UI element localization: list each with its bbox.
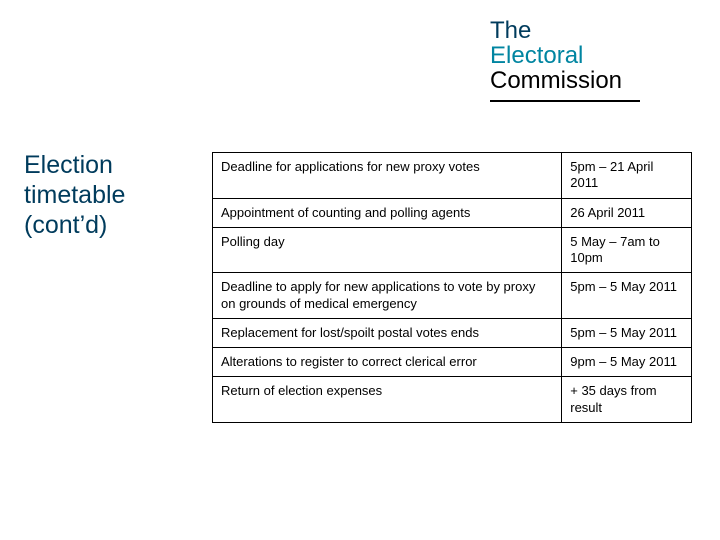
table-cell-event: Deadline to apply for new applications t… — [213, 273, 562, 319]
table-row: Appointment of counting and polling agen… — [213, 198, 692, 227]
table-cell-event: Deadline for applications for new proxy … — [213, 153, 562, 199]
table-row: Polling day 5 May – 7am to 10pm — [213, 227, 692, 273]
logo-line-commission: Commission — [490, 68, 640, 93]
logo: The Electoral Commission — [490, 18, 640, 102]
table-cell-date: 9pm – 5 May 2011 — [562, 348, 692, 377]
table-cell-date: 5pm – 5 May 2011 — [562, 318, 692, 347]
logo-line-the: The — [490, 18, 640, 43]
logo-line-electoral: Electoral — [490, 43, 640, 68]
table-cell-event: Polling day — [213, 227, 562, 273]
table-row: Replacement for lost/spoilt postal votes… — [213, 318, 692, 347]
table-row: Deadline to apply for new applications t… — [213, 273, 692, 319]
table-cell-event: Appointment of counting and polling agen… — [213, 198, 562, 227]
table-row: Alterations to register to correct cleri… — [213, 348, 692, 377]
logo-underline — [490, 100, 640, 102]
table-cell-event: Replacement for lost/spoilt postal votes… — [213, 318, 562, 347]
table-row: Deadline for applications for new proxy … — [213, 153, 692, 199]
slide: The Electoral Commission Election timeta… — [0, 0, 720, 540]
table-cell-event: Alterations to register to correct cleri… — [213, 348, 562, 377]
table-cell-date: 5pm – 5 May 2011 — [562, 273, 692, 319]
table-cell-date: 5 May – 7am to 10pm — [562, 227, 692, 273]
table-cell-date: 26 April 2011 — [562, 198, 692, 227]
table-cell-date: + 35 days from result — [562, 377, 692, 423]
slide-heading: Election timetable (cont’d) — [24, 150, 194, 240]
table-cell-event: Return of election expenses — [213, 377, 562, 423]
timetable-table: Deadline for applications for new proxy … — [212, 152, 692, 423]
table-cell-date: 5pm – 21 April 2011 — [562, 153, 692, 199]
table-row: Return of election expenses + 35 days fr… — [213, 377, 692, 423]
